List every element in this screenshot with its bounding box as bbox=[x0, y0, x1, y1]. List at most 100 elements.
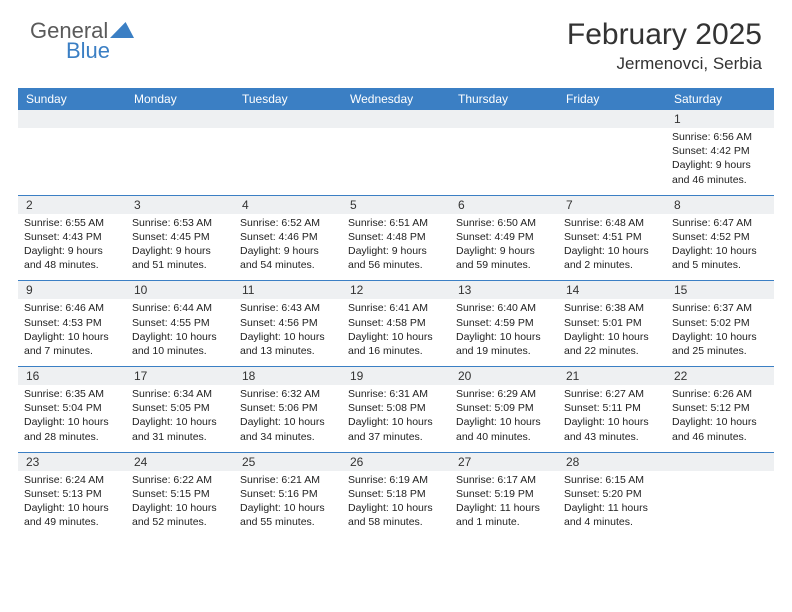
day-info-line: Sunrise: 6:53 AM bbox=[132, 216, 228, 230]
dow-cell: Thursday bbox=[450, 88, 558, 110]
day-info-line: Daylight: 10 hours and 34 minutes. bbox=[240, 415, 336, 443]
day-number: 15 bbox=[666, 281, 774, 299]
day-info-line: Daylight: 10 hours and 10 minutes. bbox=[132, 330, 228, 358]
day-info-line: Sunset: 4:45 PM bbox=[132, 230, 228, 244]
day-info-line: Sunrise: 6:44 AM bbox=[132, 301, 228, 315]
day-number: 17 bbox=[126, 367, 234, 385]
daynum-strip: 232425262728 bbox=[18, 453, 774, 471]
day-number: 21 bbox=[558, 367, 666, 385]
day-cell: Sunrise: 6:26 AMSunset: 5:12 PMDaylight:… bbox=[666, 385, 774, 452]
day-info-line: Sunset: 4:58 PM bbox=[348, 316, 444, 330]
daynum-strip: 16171819202122 bbox=[18, 367, 774, 385]
day-info-line: Sunset: 5:05 PM bbox=[132, 401, 228, 415]
day-number: 12 bbox=[342, 281, 450, 299]
day-info-line: Sunrise: 6:51 AM bbox=[348, 216, 444, 230]
week-row: 232425262728Sunrise: 6:24 AMSunset: 5:13… bbox=[18, 452, 774, 538]
day-info-line: Sunrise: 6:41 AM bbox=[348, 301, 444, 315]
day-info-line: Daylight: 10 hours and 52 minutes. bbox=[132, 501, 228, 529]
week-body-row: Sunrise: 6:24 AMSunset: 5:13 PMDaylight:… bbox=[18, 471, 774, 538]
week-row: 16171819202122Sunrise: 6:35 AMSunset: 5:… bbox=[18, 366, 774, 452]
day-number: 10 bbox=[126, 281, 234, 299]
day-number: 23 bbox=[18, 453, 126, 471]
day-number bbox=[342, 110, 450, 128]
day-info-line: Sunset: 5:15 PM bbox=[132, 487, 228, 501]
day-info-line: Sunset: 5:19 PM bbox=[456, 487, 552, 501]
day-cell: Sunrise: 6:35 AMSunset: 5:04 PMDaylight:… bbox=[18, 385, 126, 452]
day-info-line: Sunrise: 6:29 AM bbox=[456, 387, 552, 401]
daynum-strip: 2345678 bbox=[18, 196, 774, 214]
day-info-line: Sunset: 4:51 PM bbox=[564, 230, 660, 244]
day-number: 24 bbox=[126, 453, 234, 471]
day-info-line: Daylight: 11 hours and 1 minute. bbox=[456, 501, 552, 529]
day-cell: Sunrise: 6:40 AMSunset: 4:59 PMDaylight:… bbox=[450, 299, 558, 366]
day-number bbox=[234, 110, 342, 128]
day-info-line: Sunrise: 6:52 AM bbox=[240, 216, 336, 230]
day-info-line: Sunset: 4:43 PM bbox=[24, 230, 120, 244]
day-cell: Sunrise: 6:55 AMSunset: 4:43 PMDaylight:… bbox=[18, 214, 126, 281]
day-number: 14 bbox=[558, 281, 666, 299]
day-cell: Sunrise: 6:19 AMSunset: 5:18 PMDaylight:… bbox=[342, 471, 450, 538]
day-info-line: Daylight: 10 hours and 25 minutes. bbox=[672, 330, 768, 358]
day-info-line: Sunrise: 6:32 AM bbox=[240, 387, 336, 401]
week-row: 1Sunrise: 6:56 AMSunset: 4:42 PMDaylight… bbox=[18, 110, 774, 195]
day-number bbox=[558, 110, 666, 128]
day-info-line: Daylight: 10 hours and 5 minutes. bbox=[672, 244, 768, 272]
day-info-line: Daylight: 9 hours and 56 minutes. bbox=[348, 244, 444, 272]
day-cell: Sunrise: 6:56 AMSunset: 4:42 PMDaylight:… bbox=[666, 128, 774, 195]
day-cell: Sunrise: 6:31 AMSunset: 5:08 PMDaylight:… bbox=[342, 385, 450, 452]
day-number: 26 bbox=[342, 453, 450, 471]
day-cell bbox=[234, 128, 342, 195]
week-row: 9101112131415Sunrise: 6:46 AMSunset: 4:5… bbox=[18, 280, 774, 366]
day-cell: Sunrise: 6:15 AMSunset: 5:20 PMDaylight:… bbox=[558, 471, 666, 538]
day-info-line: Daylight: 10 hours and 43 minutes. bbox=[564, 415, 660, 443]
day-info-line: Daylight: 10 hours and 22 minutes. bbox=[564, 330, 660, 358]
day-number: 28 bbox=[558, 453, 666, 471]
header: GeneralBlue February 2025 Jermenovci, Se… bbox=[0, 0, 792, 82]
day-info-line: Sunrise: 6:50 AM bbox=[456, 216, 552, 230]
day-cell: Sunrise: 6:44 AMSunset: 4:55 PMDaylight:… bbox=[126, 299, 234, 366]
day-number: 22 bbox=[666, 367, 774, 385]
day-info-line: Sunrise: 6:22 AM bbox=[132, 473, 228, 487]
day-number: 7 bbox=[558, 196, 666, 214]
day-info-line: Sunrise: 6:55 AM bbox=[24, 216, 120, 230]
day-info-line: Daylight: 10 hours and 7 minutes. bbox=[24, 330, 120, 358]
sail-icon bbox=[110, 22, 134, 38]
day-number: 8 bbox=[666, 196, 774, 214]
day-info-line: Sunset: 5:20 PM bbox=[564, 487, 660, 501]
day-info-line: Sunset: 4:48 PM bbox=[348, 230, 444, 244]
dow-cell: Sunday bbox=[18, 88, 126, 110]
day-number bbox=[18, 110, 126, 128]
day-number: 13 bbox=[450, 281, 558, 299]
day-info-line: Sunset: 5:11 PM bbox=[564, 401, 660, 415]
day-info-line: Daylight: 10 hours and 55 minutes. bbox=[240, 501, 336, 529]
day-cell bbox=[666, 471, 774, 538]
day-cell: Sunrise: 6:24 AMSunset: 5:13 PMDaylight:… bbox=[18, 471, 126, 538]
weeks-container: 1Sunrise: 6:56 AMSunset: 4:42 PMDaylight… bbox=[18, 110, 774, 537]
day-number: 2 bbox=[18, 196, 126, 214]
day-cell bbox=[126, 128, 234, 195]
day-number: 25 bbox=[234, 453, 342, 471]
day-info-line: Sunset: 5:06 PM bbox=[240, 401, 336, 415]
day-cell: Sunrise: 6:46 AMSunset: 4:53 PMDaylight:… bbox=[18, 299, 126, 366]
day-info-line: Sunrise: 6:56 AM bbox=[672, 130, 768, 144]
day-info-line: Sunset: 4:49 PM bbox=[456, 230, 552, 244]
day-info-line: Sunset: 5:13 PM bbox=[24, 487, 120, 501]
day-number: 18 bbox=[234, 367, 342, 385]
day-cell bbox=[558, 128, 666, 195]
day-info-line: Sunset: 5:16 PM bbox=[240, 487, 336, 501]
day-info-line: Sunset: 5:02 PM bbox=[672, 316, 768, 330]
day-info-line: Sunset: 5:04 PM bbox=[24, 401, 120, 415]
day-cell: Sunrise: 6:50 AMSunset: 4:49 PMDaylight:… bbox=[450, 214, 558, 281]
dow-cell: Wednesday bbox=[342, 88, 450, 110]
day-cell: Sunrise: 6:41 AMSunset: 4:58 PMDaylight:… bbox=[342, 299, 450, 366]
day-info-line: Daylight: 9 hours and 46 minutes. bbox=[672, 158, 768, 186]
brand-logo: GeneralBlue bbox=[30, 18, 150, 62]
day-info-line: Sunrise: 6:27 AM bbox=[564, 387, 660, 401]
day-info-line: Sunrise: 6:37 AM bbox=[672, 301, 768, 315]
day-info-line: Sunset: 5:08 PM bbox=[348, 401, 444, 415]
day-cell bbox=[450, 128, 558, 195]
day-cell: Sunrise: 6:27 AMSunset: 5:11 PMDaylight:… bbox=[558, 385, 666, 452]
day-info-line: Sunrise: 6:19 AM bbox=[348, 473, 444, 487]
daynum-strip: 9101112131415 bbox=[18, 281, 774, 299]
dow-cell: Friday bbox=[558, 88, 666, 110]
